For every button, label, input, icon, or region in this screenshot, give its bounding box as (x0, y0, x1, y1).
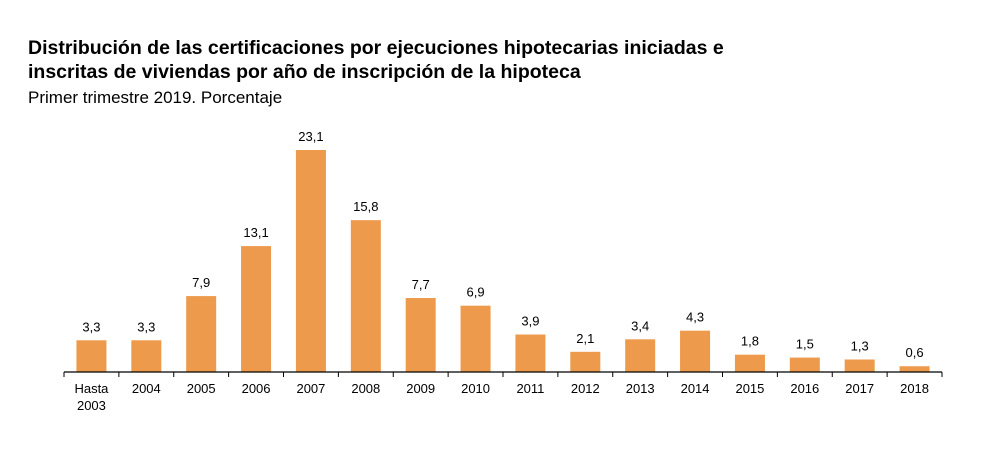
bar (405, 298, 436, 372)
x-tick-label: 2003 (77, 398, 106, 413)
bar (515, 334, 546, 372)
data-label: 1,3 (851, 339, 869, 354)
data-label: 23,1 (298, 129, 323, 144)
data-label: 0,6 (906, 345, 924, 360)
chart-subtitle: Primer trimestre 2019. Porcentaje (28, 88, 283, 107)
data-label: 3,3 (82, 319, 100, 334)
data-label: 3,3 (137, 319, 155, 334)
data-label: 2,1 (576, 331, 594, 346)
x-tick-label: 2014 (681, 381, 710, 396)
bar (131, 340, 162, 372)
data-label: 3,9 (521, 314, 539, 329)
x-tick-label: 2013 (626, 381, 655, 396)
x-tick-label: 2011 (516, 381, 544, 396)
chart-title: Distribución de las certificaciones por … (28, 36, 988, 84)
bar (570, 351, 601, 372)
data-label: 15,8 (353, 199, 378, 214)
bar (186, 296, 217, 372)
data-label: 1,8 (741, 334, 759, 349)
x-tick-label: 2015 (735, 381, 764, 396)
data-label: 3,4 (631, 318, 649, 333)
x-tick-label: 2017 (845, 381, 874, 396)
data-label: 7,7 (412, 277, 430, 292)
bar (241, 246, 272, 372)
chart-title-line-2: inscritas de viviendas por año de inscri… (28, 61, 581, 83)
bar (76, 340, 107, 372)
bar (295, 150, 326, 372)
x-tick-label: 2010 (461, 381, 490, 396)
bar (625, 339, 656, 372)
x-tick-label: 2007 (296, 381, 325, 396)
data-label: 13,1 (243, 225, 268, 240)
x-tick-label: 2018 (900, 381, 929, 396)
x-tick-label: 2006 (242, 381, 271, 396)
bar (680, 330, 711, 372)
x-tick-label: 2005 (187, 381, 216, 396)
x-tick-label: 2009 (406, 381, 435, 396)
bar (734, 354, 765, 372)
chart-title-line-1: Distribución de las certificaciones por … (28, 37, 724, 59)
bar (789, 357, 820, 372)
data-label: 7,9 (192, 275, 210, 290)
bar (350, 220, 381, 372)
x-tick-label: 2004 (132, 381, 161, 396)
x-tick-label: 2016 (790, 381, 819, 396)
bar (844, 359, 875, 372)
x-tick-label: 2012 (571, 381, 600, 396)
x-tick-label: 2008 (351, 381, 380, 396)
data-label: 6,9 (467, 285, 485, 300)
data-label: 4,3 (686, 310, 704, 325)
bar (460, 305, 491, 372)
data-label: 1,5 (796, 337, 814, 352)
bar (899, 366, 930, 372)
x-tick-label: Hasta (74, 381, 109, 396)
